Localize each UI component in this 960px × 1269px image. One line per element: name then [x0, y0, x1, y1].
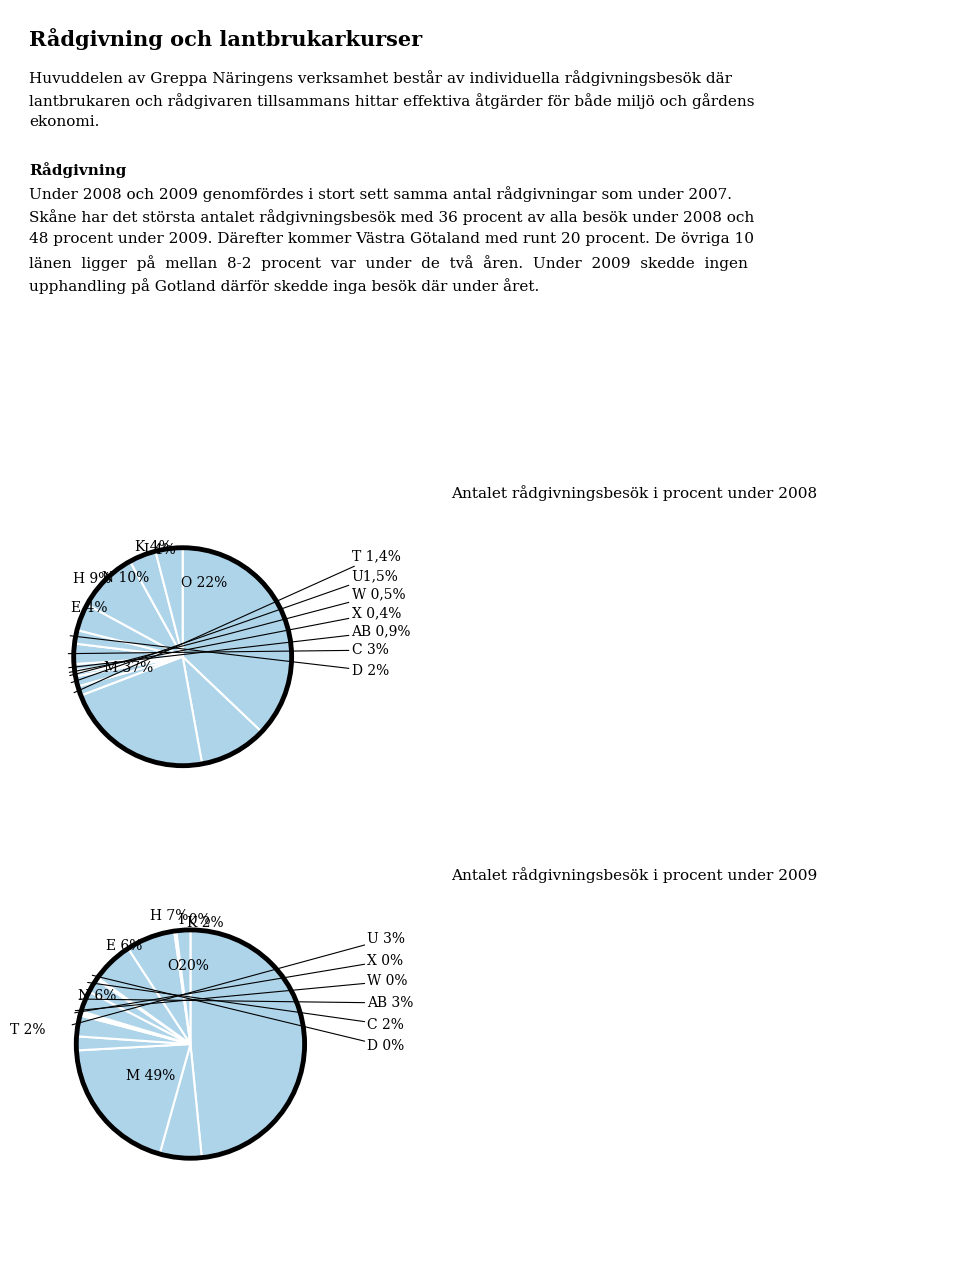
Text: M 49%: M 49%: [126, 1068, 175, 1082]
Text: T 1,4%: T 1,4%: [74, 549, 400, 693]
Text: Under 2008 och 2009 genomfördes i stort sett samma antal rådgivningar som under : Under 2008 och 2009 genomfördes i stort …: [29, 187, 732, 203]
Text: O20%: O20%: [167, 959, 209, 973]
Wedge shape: [89, 980, 190, 1044]
Text: M 37%: M 37%: [104, 661, 153, 675]
Wedge shape: [74, 657, 182, 670]
Wedge shape: [80, 1013, 190, 1044]
Text: 48 procent under 2009. Därefter kommer Västra Götaland med runt 20 procent. De ö: 48 procent under 2009. Därefter kommer V…: [29, 232, 754, 246]
Wedge shape: [75, 657, 182, 673]
Wedge shape: [130, 551, 182, 657]
Text: I 4%: I 4%: [144, 543, 176, 557]
Text: U 3%: U 3%: [72, 931, 405, 1025]
Text: Rådgivning och lantbrukarkurser: Rådgivning och lantbrukarkurser: [29, 28, 422, 49]
Text: länen  ligger  på  mellan  8-2  procent  var  under  de  två  åren.  Under  2009: länen ligger på mellan 8-2 procent var u…: [29, 255, 748, 272]
Text: U1,5%: U1,5%: [71, 569, 398, 683]
Text: E 6%: E 6%: [106, 939, 142, 953]
Text: lantbrukaren och rådgivaren tillsammans hittar effektiva åtgärder för både miljö: lantbrukaren och rådgivaren tillsammans …: [29, 93, 755, 109]
Text: ekonomi.: ekonomi.: [29, 115, 99, 129]
Text: N 10%: N 10%: [103, 571, 150, 585]
Wedge shape: [81, 657, 203, 765]
Text: Huvuddelen av Greppa Näringens verksamhet består av individuella rådgivningsbesö: Huvuddelen av Greppa Näringens verksamhe…: [29, 70, 732, 86]
Wedge shape: [96, 977, 190, 1044]
Text: O 22%: O 22%: [181, 576, 228, 590]
Wedge shape: [174, 930, 190, 1044]
Text: Rådgivning: Rådgivning: [29, 162, 126, 179]
Wedge shape: [87, 561, 182, 657]
Wedge shape: [77, 1015, 190, 1044]
Text: T 2%: T 2%: [10, 1024, 45, 1038]
Text: I 0%: I 0%: [180, 912, 211, 926]
Wedge shape: [76, 1037, 190, 1051]
Text: AB 0,9%: AB 0,9%: [69, 624, 411, 667]
Wedge shape: [75, 657, 182, 676]
Text: W 0,5%: W 0,5%: [70, 588, 405, 675]
Wedge shape: [182, 548, 292, 732]
Wedge shape: [159, 1044, 202, 1159]
Text: N 6%: N 6%: [78, 989, 116, 1003]
Text: D 2%: D 2%: [70, 636, 389, 678]
Text: H 7%: H 7%: [150, 909, 188, 923]
Text: E 4%: E 4%: [71, 600, 108, 614]
Text: AB 3%: AB 3%: [80, 996, 414, 1010]
Text: X 0,4%: X 0,4%: [69, 607, 401, 673]
Text: K 4%: K 4%: [135, 541, 172, 555]
Wedge shape: [75, 629, 182, 657]
Wedge shape: [182, 657, 261, 764]
Text: X 0%: X 0%: [75, 954, 403, 1013]
Text: upphandling på Gotland därför skedde inga besök där under året.: upphandling på Gotland därför skedde ing…: [29, 278, 540, 294]
Text: C 3%: C 3%: [68, 643, 389, 657]
Wedge shape: [81, 991, 190, 1044]
Wedge shape: [78, 657, 182, 695]
Text: D 0%: D 0%: [92, 976, 405, 1053]
Text: K 2%: K 2%: [186, 916, 223, 930]
Wedge shape: [190, 930, 304, 1157]
Wedge shape: [76, 657, 182, 687]
Wedge shape: [98, 948, 190, 1044]
Wedge shape: [177, 930, 190, 1044]
Text: W 0%: W 0%: [75, 975, 408, 1010]
Wedge shape: [74, 643, 182, 664]
Text: H 9%: H 9%: [73, 572, 111, 586]
Text: Antalet rådgivningsbesök i procent under 2009: Antalet rådgivningsbesök i procent under…: [451, 867, 818, 883]
Text: Skåne har det största antalet rådgivningsbesök med 36 procent av alla besök unde: Skåne har det största antalet rådgivning…: [29, 209, 754, 226]
Wedge shape: [128, 931, 190, 1044]
Wedge shape: [77, 604, 182, 657]
Text: C 2%: C 2%: [87, 982, 404, 1032]
Text: Antalet rådgivningsbesök i procent under 2008: Antalet rådgivningsbesök i procent under…: [451, 485, 817, 501]
Wedge shape: [77, 1044, 190, 1154]
Wedge shape: [156, 548, 182, 657]
Wedge shape: [81, 1011, 190, 1044]
